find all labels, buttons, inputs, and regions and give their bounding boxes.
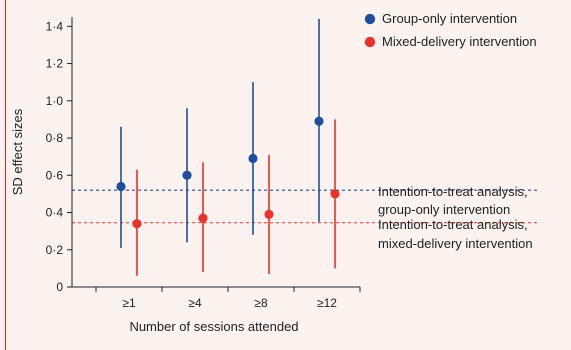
x-ticks: ≥1 ≥4 ≥8 ≥12 [95,287,361,310]
y-tick-label: 0·6 [46,168,64,182]
panel-left-rule [5,0,6,350]
y-tick-label: 1·4 [46,19,64,33]
x-tick-label: ≥12 [317,296,337,310]
series-group-only [116,18,324,248]
y-ticks: 0 0·2 0·4 0·6 0·8 1·0 1·2 1·4 [46,19,72,294]
y-tick-label: 0·8 [46,131,64,145]
legend-marker [364,13,376,25]
legend-label: Mixed-delivery intervention [382,34,537,49]
legend-label: Group-only intervention [382,11,517,26]
reference-label-line1: Intention-to-treat analysis, [378,217,528,232]
data-point [314,116,324,126]
axes [71,17,360,288]
y-tick-label: 0 [56,280,63,294]
reference-label-line1: Intention-to-treat analysis, [378,184,528,199]
data-point [248,153,258,164]
reference-label-line2: mixed-delivery intervention [378,236,533,251]
y-tick-label: 0·4 [46,206,64,220]
legend: Group-only intervention Mixed-delivery in… [364,11,537,49]
legend-marker [364,36,376,48]
data-point [330,189,340,199]
data-point [198,213,208,223]
x-tick-label: ≥4 [188,296,202,310]
data-point [116,181,126,192]
data-point [182,170,192,180]
series-mixed-delivery [132,119,340,276]
x-tick-label: ≥8 [254,296,268,310]
x-tick-label: ≥1 [122,296,136,310]
reference-labels: Intention-to-treat analysis,group-only i… [378,184,533,251]
y-tick-label: 1·0 [46,94,64,108]
y-tick-label: 1·2 [46,57,64,71]
reference-label-line2: group-only intervention [378,202,510,217]
data-point [264,209,274,219]
reference-lines [72,189,540,224]
x-axis-title: Number of sessions attended [129,319,298,334]
y-axis-title: SD effect sizes [10,108,25,195]
series-layer [116,18,340,276]
y-tick-label: 0·2 [46,243,64,257]
data-point [132,219,142,229]
